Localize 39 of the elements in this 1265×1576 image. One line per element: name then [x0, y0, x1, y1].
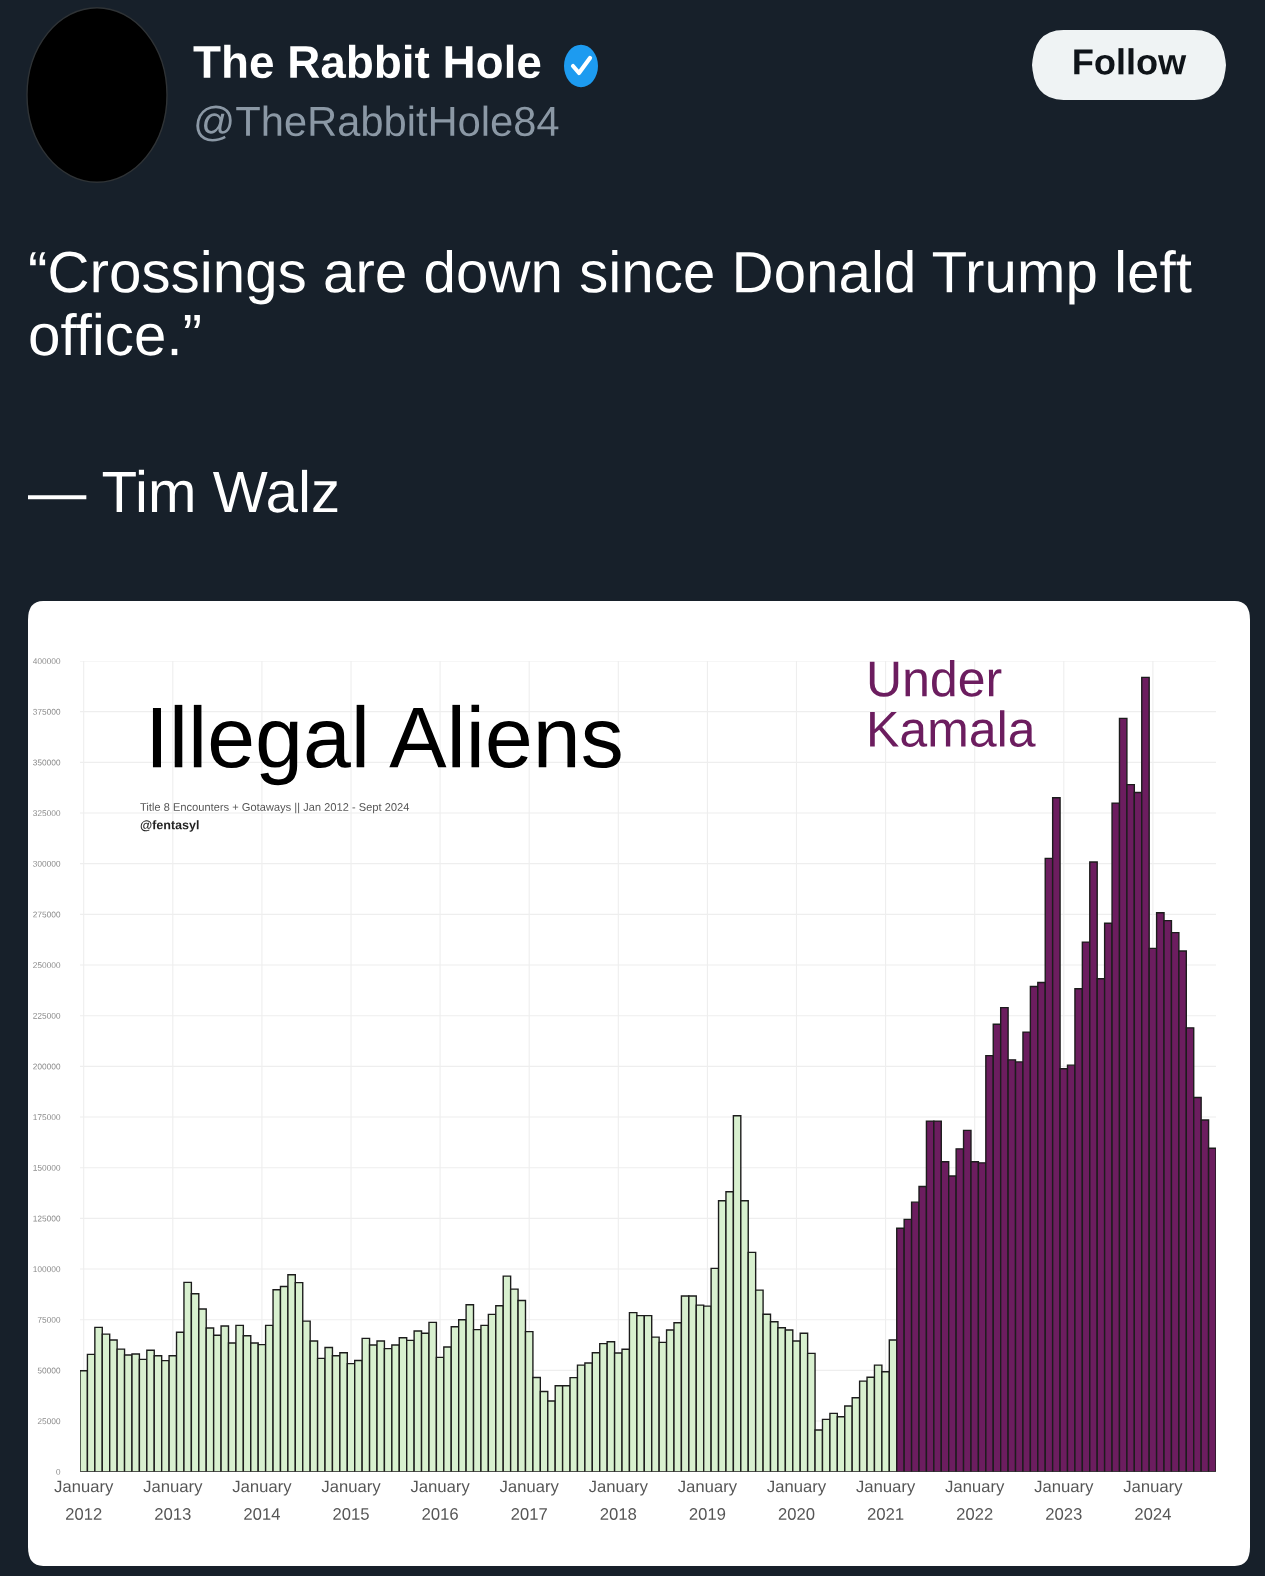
x-tick-label: January 2014 [232, 1480, 292, 1520]
text: — Tim Walz [28, 469, 338, 513]
y-tick-label: 25000 [37, 1418, 61, 1425]
x-tick-label: January 2012 [54, 1480, 114, 1520]
annotation: Under Kamala [869, 660, 1036, 747]
x-tick-label: January 2016 [410, 1480, 470, 1520]
x-tick-label: January 2020 [767, 1480, 827, 1520]
text: @TheRabbitHole84 [196, 105, 559, 142]
x-tick-label: January 2017 [499, 1480, 559, 1520]
y-tick-label: 100000 [33, 1266, 61, 1273]
x-tick-label: January 2015 [321, 1480, 381, 1520]
y-tick-label: 50000 [37, 1367, 61, 1374]
y-tick-label: 300000 [33, 860, 61, 867]
text: Follow [1074, 48, 1187, 75]
y-tick-label: 275000 [33, 911, 61, 918]
y-tick-label: 375000 [33, 708, 61, 715]
x-tick-label: January 2018 [588, 1480, 648, 1520]
y-tick-label: 0 [56, 1468, 61, 1475]
y-tick-label: 225000 [33, 1012, 61, 1019]
y-tick-label: 125000 [33, 1215, 61, 1222]
text: The Rabbit Hole [193, 44, 541, 79]
y-tick-label: 325000 [33, 810, 61, 817]
y-tick-label: 175000 [33, 1114, 61, 1121]
y-tick-label: 200000 [33, 1063, 61, 1070]
x-tick-label: January 2023 [1034, 1480, 1094, 1520]
x-tick-label: January 2013 [143, 1480, 203, 1520]
y-tick-label: 75000 [37, 1316, 61, 1323]
y-tick-label: 250000 [33, 962, 61, 969]
y-tick-label: 400000 [32, 658, 61, 665]
text: “Crossings are down since Donald Trump left office.” [30, 250, 1192, 356]
x-tick-label: January 2019 [678, 1480, 738, 1520]
x-tick-label: January 2022 [945, 1480, 1005, 1520]
x-tick-label: January 2024 [1123, 1480, 1183, 1520]
x-tick-label: January 2021 [856, 1480, 916, 1520]
y-tick-label: 150000 [33, 1164, 61, 1171]
annotation: @fentasyl [140, 820, 199, 832]
y-tick-label: 350000 [33, 759, 61, 766]
chart-title: Illegal Aliens [152, 704, 621, 786]
text: Title 8 Encounters + Gotaways || Jan 2012 - Sept 2024 [140, 802, 410, 814]
